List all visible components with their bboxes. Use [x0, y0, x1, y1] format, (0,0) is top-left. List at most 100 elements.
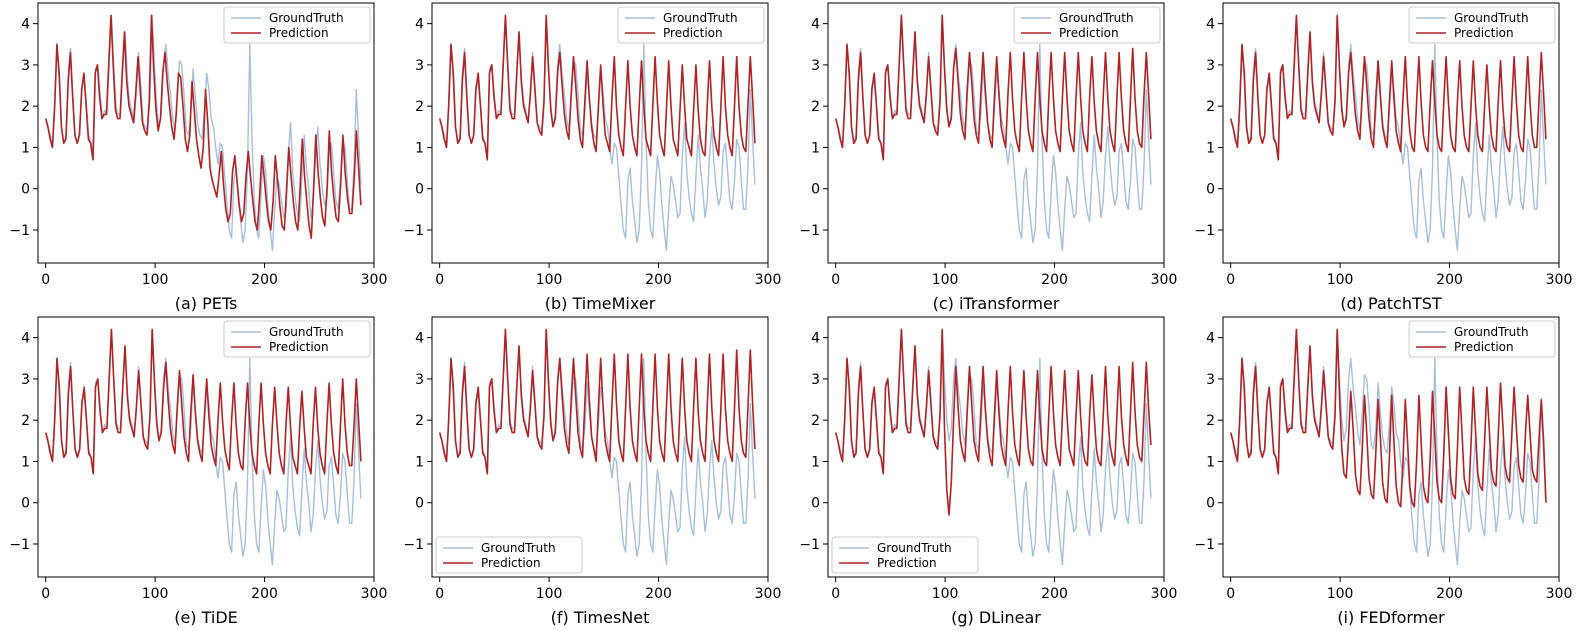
x-tick-label: 200 [1436, 272, 1463, 288]
legend-label-groundtruth: GroundTruth [1059, 11, 1134, 25]
x-tick-label: 300 [755, 272, 782, 288]
y-tick-label: 1 [811, 454, 820, 470]
series-line-prediction [438, 14, 756, 161]
series-line-groundtruth [1230, 328, 1547, 566]
y-tick-label: 1 [1206, 140, 1215, 156]
legend-label-groundtruth: GroundTruth [269, 325, 344, 339]
y-tick-label: 2 [1206, 99, 1215, 115]
subplot-caption: (g) DLinear [951, 608, 1041, 627]
y-tick-label: 0 [811, 182, 820, 198]
legend-label-groundtruth: GroundTruth [877, 541, 952, 555]
y-tick-label: −1 [1194, 223, 1215, 239]
y-tick-label: 3 [1206, 372, 1215, 388]
y-tick-label: 2 [1206, 413, 1215, 429]
x-tick-label: 0 [831, 586, 840, 602]
y-tick-label: 3 [415, 58, 424, 74]
series-line-prediction [1229, 328, 1547, 508]
y-tick-label: 4 [811, 331, 820, 347]
y-tick-label: 4 [21, 17, 30, 33]
y-tick-label: 4 [21, 331, 30, 347]
y-tick-label: 0 [1206, 182, 1215, 198]
legend-box [223, 6, 371, 44]
y-tick-label: −1 [799, 537, 820, 553]
y-tick-label: 0 [415, 182, 424, 198]
axes-frame [431, 316, 769, 578]
axes-frame [827, 2, 1165, 264]
axes-frame [1222, 316, 1560, 578]
x-tick-label: 200 [1041, 586, 1068, 602]
y-tick-label: 4 [1206, 331, 1215, 347]
axes-frame [37, 2, 375, 264]
x-tick-label: 0 [435, 272, 444, 288]
y-tick-label: 1 [415, 454, 424, 470]
x-tick-label: 300 [1546, 272, 1573, 288]
legend-box [1408, 6, 1556, 44]
y-tick-label: 0 [21, 496, 30, 512]
x-tick-label: 0 [1226, 272, 1235, 288]
y-tick-label: 4 [415, 17, 424, 33]
subplot-caption: (d) PatchTST [1340, 294, 1442, 313]
y-tick-label: 1 [1206, 454, 1215, 470]
legend-box [831, 536, 979, 574]
x-tick-label: 300 [755, 586, 782, 602]
subplot-7: 0 100 200 300 −1 0 1 2 3 4 (g) DLinear GroundTruthP… [799, 316, 1178, 627]
subplot-caption: (i) FEDformer [1337, 608, 1445, 627]
y-tick-label: 4 [415, 331, 424, 347]
x-tick-label: 200 [645, 586, 672, 602]
legend-box [223, 320, 371, 358]
subplot-5: 0 100 200 300 −1 0 1 2 3 4 (e) TiDE GroundTruthPred… [9, 316, 388, 627]
subplot-4: 0 100 200 300 −1 0 1 2 3 4 (d) PatchTST GroundTruth… [1194, 2, 1573, 313]
y-tick-label: 0 [21, 182, 30, 198]
subplot-2: 0 100 200 300 −1 0 1 2 3 4 (b) TimeMixer GroundTrut… [403, 2, 782, 313]
y-tick-label: 2 [21, 99, 30, 115]
x-tick-label: 300 [1151, 272, 1178, 288]
y-tick-label: 2 [21, 413, 30, 429]
legend-box [1013, 6, 1161, 44]
axes-frame [431, 2, 769, 264]
y-tick-label: 3 [415, 372, 424, 388]
x-tick-label: 100 [1327, 272, 1354, 288]
subplot-1: 0 100 200 300 −1 0 1 2 3 4 (a) PETs GroundTruthPred… [9, 2, 388, 313]
legend-label-prediction: Prediction [663, 26, 723, 40]
y-tick-label: 2 [415, 99, 424, 115]
y-tick-label: −1 [799, 223, 820, 239]
legend-label-groundtruth: GroundTruth [1454, 325, 1529, 339]
legend-label-prediction: Prediction [877, 556, 937, 570]
legend-label-prediction: Prediction [269, 340, 329, 354]
x-tick-label: 100 [536, 586, 563, 602]
series-line-prediction [834, 328, 1152, 516]
y-tick-label: 3 [1206, 58, 1215, 74]
x-tick-label: 200 [251, 586, 278, 602]
axes-frame [827, 316, 1165, 578]
legend-label-prediction: Prediction [481, 556, 541, 570]
y-tick-label: 3 [811, 372, 820, 388]
legend-label-prediction: Prediction [1454, 26, 1514, 40]
subplot-caption: (f) TimesNet [551, 608, 650, 627]
axes-frame [1222, 2, 1560, 264]
x-tick-label: 100 [142, 272, 169, 288]
legend-label-groundtruth: GroundTruth [663, 11, 738, 25]
series-line-prediction [438, 328, 756, 475]
x-tick-label: 300 [1151, 586, 1178, 602]
x-tick-label: 100 [932, 586, 959, 602]
series-line-prediction [44, 328, 362, 475]
y-tick-label: 3 [21, 58, 30, 74]
legend-label-groundtruth: GroundTruth [269, 11, 344, 25]
subplot-3: 0 100 200 300 −1 0 1 2 3 4 (c) iTransformer GroundT… [799, 2, 1178, 313]
y-tick-label: −1 [403, 223, 424, 239]
y-tick-label: 0 [1206, 496, 1215, 512]
x-tick-label: 200 [1041, 272, 1068, 288]
x-tick-label: 300 [361, 272, 388, 288]
y-tick-label: 1 [21, 140, 30, 156]
subplot-6: 0 100 200 300 −1 0 1 2 3 4 (f) TimesNet GroundTruth… [403, 316, 782, 627]
series-line-prediction [1229, 14, 1547, 161]
legend-label-prediction: Prediction [269, 26, 329, 40]
x-tick-label: 300 [361, 586, 388, 602]
x-tick-label: 200 [251, 272, 278, 288]
